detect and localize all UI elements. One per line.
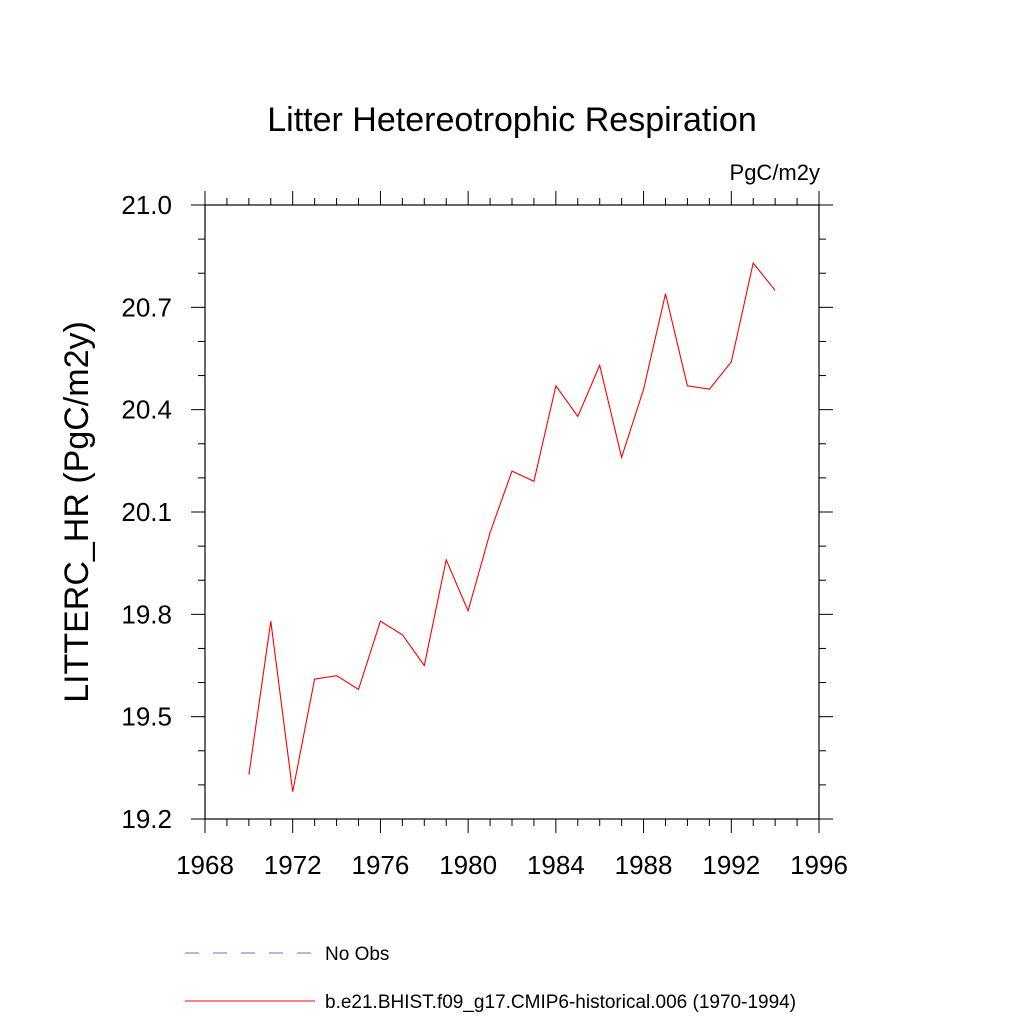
x-axis: 1968 1972 1976 1980 1984 1988 1992 1996 — [176, 191, 848, 880]
data-point — [400, 632, 405, 637]
x-tick-label: 1984 — [527, 850, 585, 880]
x-tick-label: 1972 — [264, 850, 322, 880]
x-tick-label: 1988 — [615, 850, 673, 880]
data-point — [356, 687, 361, 692]
data-point — [268, 619, 273, 624]
y-tick-label: 20.4 — [121, 395, 172, 425]
y-tick-label: 21.0 — [121, 190, 172, 220]
x-tick-label: 1968 — [176, 850, 234, 880]
legend: No Obs b.e21.BHIST.f09_g17.CMIP6-historic… — [185, 944, 796, 1013]
data-point — [290, 789, 295, 794]
data-point — [663, 291, 668, 296]
data-point — [246, 772, 251, 777]
plot-area — [246, 260, 778, 794]
units-label: PgC/m2y — [730, 160, 820, 185]
data-point — [422, 663, 427, 668]
data-point — [685, 383, 690, 388]
data-point — [597, 363, 602, 368]
x-tick-label: 1996 — [790, 850, 848, 880]
y-axis-title: LITTERC_HR (PgC/m2y) — [58, 321, 96, 703]
data-point — [553, 383, 558, 388]
y-axis: 19.2 19.5 19.8 20.1 20.4 20.7 21.0 — [121, 190, 833, 834]
chart-title: Litter Hetereotrophic Respiration — [267, 101, 756, 139]
series-line — [248, 261, 776, 792]
data-point — [531, 479, 536, 484]
y-tick-label: 19.8 — [121, 599, 172, 629]
data-point — [751, 260, 756, 265]
x-tick-label: 1976 — [352, 850, 410, 880]
plot-frame — [204, 204, 820, 820]
data-point — [575, 414, 580, 419]
data-point — [312, 677, 317, 682]
y-tick-label: 20.1 — [121, 497, 172, 527]
x-tick-label: 1980 — [439, 850, 497, 880]
y-tick-label: 20.7 — [121, 292, 172, 322]
data-point — [729, 359, 734, 364]
y-tick-label: 19.2 — [121, 804, 172, 834]
data-point — [773, 288, 778, 293]
legend-label: b.e21.BHIST.f09_g17.CMIP6-historical.006… — [325, 992, 796, 1013]
data-point — [641, 387, 646, 392]
data-point — [510, 469, 515, 474]
data-point — [619, 455, 624, 460]
data-point — [488, 530, 493, 535]
x-tick-label: 1992 — [702, 850, 760, 880]
data-point — [444, 557, 449, 562]
data-point — [378, 619, 383, 624]
legend-label: No Obs — [325, 944, 389, 965]
y-tick-label: 19.5 — [121, 702, 172, 732]
data-point — [466, 608, 471, 613]
data-point — [334, 673, 339, 678]
data-point — [707, 387, 712, 392]
